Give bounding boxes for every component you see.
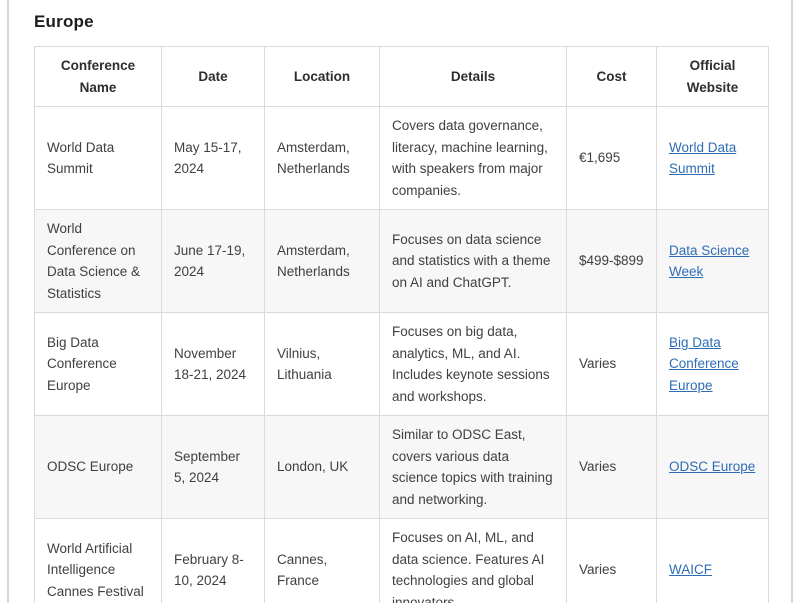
cell-date: February 8-10, 2024 xyxy=(161,518,265,603)
header-location: Location xyxy=(264,46,380,107)
conference-table: Conference Name Date Location Details Co… xyxy=(34,46,769,603)
cell-conference-name: ODSC Europe xyxy=(34,415,162,519)
website-link[interactable]: Big Data Conference Europe xyxy=(669,334,739,393)
header-conference-name: Conference Name xyxy=(34,46,162,107)
cell-conference-name: World Conference on Data Science & Stati… xyxy=(34,209,162,313)
cell-conference-name: World Artificial Intelligence Cannes Fes… xyxy=(34,518,162,603)
cell-details: Focuses on big data, analytics, ML, and … xyxy=(379,312,567,416)
website-link[interactable]: ODSC Europe xyxy=(669,459,756,475)
cell-date: September 5, 2024 xyxy=(161,415,265,519)
cell-cost: Varies xyxy=(566,518,657,603)
table-row: World Data Summit May 15-17, 2024 Amster… xyxy=(34,106,769,210)
cell-website: ODSC Europe xyxy=(656,415,769,519)
cell-website: Big Data Conference Europe xyxy=(656,312,769,416)
header-date: Date xyxy=(161,46,265,107)
cell-conference-name: Big Data Conference Europe xyxy=(34,312,162,416)
page-frame: Europe Conference Name Date Location Det… xyxy=(7,0,793,603)
cell-website: WAICF xyxy=(656,518,769,603)
cell-location: Cannes, France xyxy=(264,518,380,603)
cell-cost: $499-$899 xyxy=(566,209,657,313)
cell-website: Data Science Week xyxy=(656,209,769,313)
header-details: Details xyxy=(379,46,567,107)
cell-location: Vilnius, Lithuania xyxy=(264,312,380,416)
cell-conference-name: World Data Summit xyxy=(34,106,162,210)
cell-details: Focuses on data science and statistics w… xyxy=(379,209,567,313)
table-row: World Conference on Data Science & Stati… xyxy=(34,209,769,313)
table-row: ODSC Europe September 5, 2024 London, UK… xyxy=(34,415,769,519)
cell-details: Focuses on AI, ML, and data science. Fea… xyxy=(379,518,567,603)
cell-date: May 15-17, 2024 xyxy=(161,106,265,210)
website-link[interactable]: Data Science Week xyxy=(669,242,750,280)
cell-website: World Data Summit xyxy=(656,106,769,210)
page-title: Europe xyxy=(34,12,94,31)
cell-cost: Varies xyxy=(566,415,657,519)
table-header-row: Conference Name Date Location Details Co… xyxy=(34,46,769,107)
cell-details: Similar to ODSC East, covers various dat… xyxy=(379,415,567,519)
table-row: Big Data Conference Europe November 18-2… xyxy=(34,312,769,416)
website-link[interactable]: World Data Summit xyxy=(669,139,737,177)
cell-date: June 17-19, 2024 xyxy=(161,209,265,313)
cell-location: London, UK xyxy=(264,415,380,519)
cell-location: Amsterdam, Netherlands xyxy=(264,106,380,210)
header-official-website: Official Website xyxy=(656,46,769,107)
cell-location: Amsterdam, Netherlands xyxy=(264,209,380,313)
header-cost: Cost xyxy=(566,46,657,107)
cell-cost: €1,695 xyxy=(566,106,657,210)
cell-cost: Varies xyxy=(566,312,657,416)
cell-details: Covers data governance, literacy, machin… xyxy=(379,106,567,210)
website-link[interactable]: WAICF xyxy=(669,562,712,578)
cell-date: November 18-21, 2024 xyxy=(161,312,265,416)
table-row: World Artificial Intelligence Cannes Fes… xyxy=(34,518,769,603)
